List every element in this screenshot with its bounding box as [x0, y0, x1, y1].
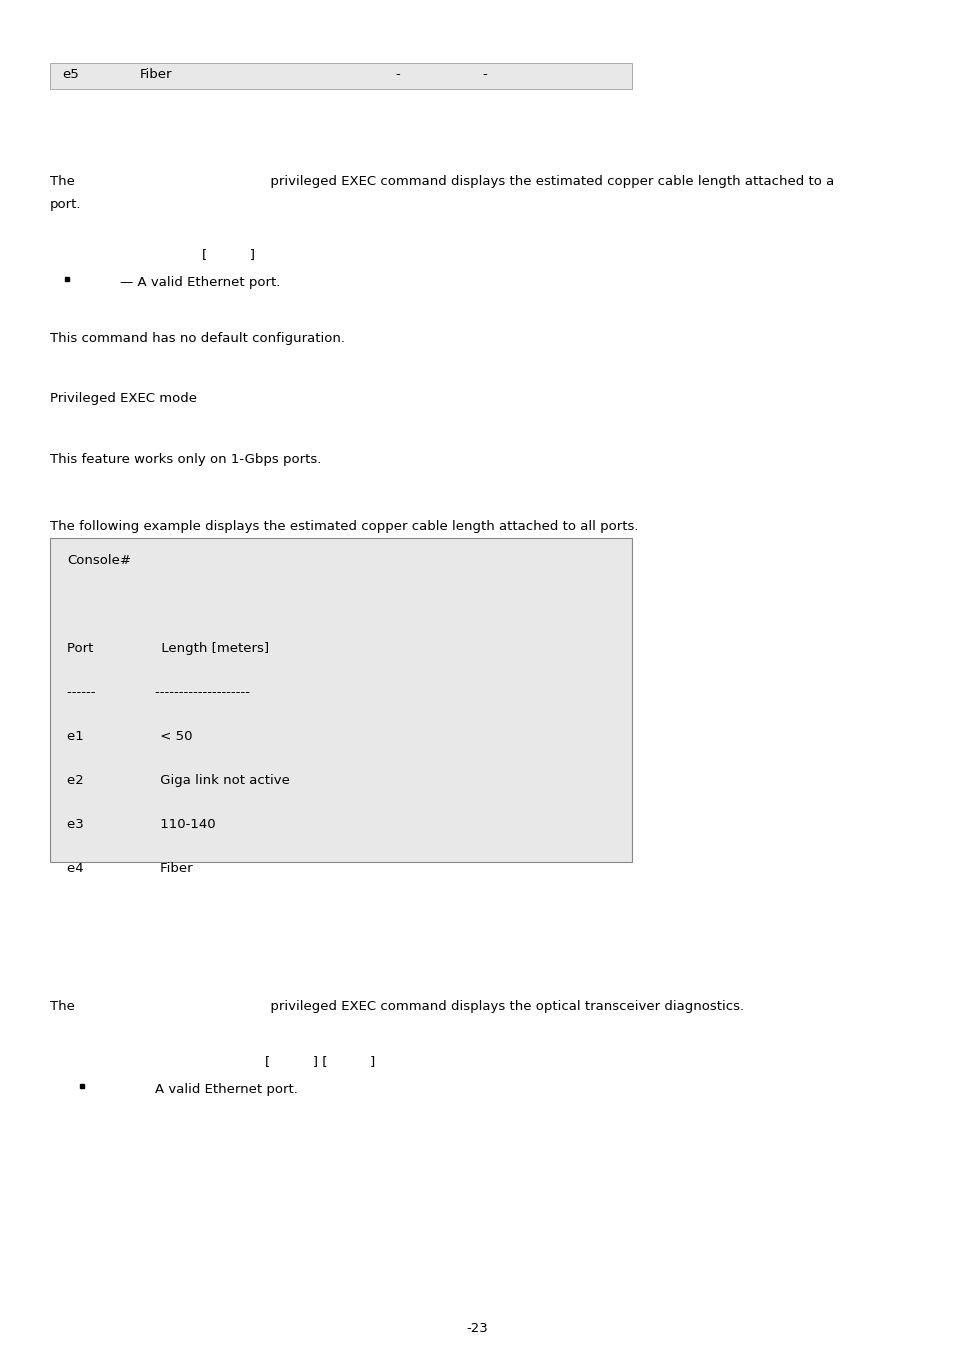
Text: A valid Ethernet port.: A valid Ethernet port.: [154, 1083, 297, 1096]
Text: e4                  Fiber: e4 Fiber: [67, 863, 193, 875]
Text: The following example displays the estimated copper cable length attached to all: The following example displays the estim…: [50, 520, 638, 533]
Text: ------              --------------------: ------ --------------------: [67, 686, 250, 699]
Text: Privileged EXEC mode: Privileged EXEC mode: [50, 392, 196, 405]
Text: The                                              privileged EXEC command display: The privileged EXEC command display: [50, 1000, 743, 1012]
Text: e3                  110-140: e3 110-140: [67, 818, 215, 832]
FancyBboxPatch shape: [50, 63, 631, 89]
Text: -: -: [481, 68, 486, 81]
Text: Fiber: Fiber: [140, 68, 172, 81]
Text: e1                  < 50: e1 < 50: [67, 730, 193, 742]
Text: This feature works only on 1-Gbps ports.: This feature works only on 1-Gbps ports.: [50, 454, 321, 466]
Text: port.: port.: [50, 198, 81, 211]
Text: -: -: [395, 68, 399, 81]
Text: — A valid Ethernet port.: — A valid Ethernet port.: [120, 275, 280, 289]
Text: [          ]: [ ]: [202, 248, 254, 261]
Text: Port                Length [meters]: Port Length [meters]: [67, 643, 269, 655]
Text: -23: -23: [466, 1322, 487, 1335]
Text: e2                  Giga link not active: e2 Giga link not active: [67, 774, 290, 787]
Text: This command has no default configuration.: This command has no default configuratio…: [50, 332, 345, 346]
Text: The                                              privileged EXEC command display: The privileged EXEC command display: [50, 176, 833, 188]
Text: Console#: Console#: [67, 554, 131, 567]
FancyBboxPatch shape: [50, 539, 631, 863]
Text: [          ] [          ]: [ ] [ ]: [265, 1054, 375, 1068]
Text: e5: e5: [62, 68, 79, 81]
